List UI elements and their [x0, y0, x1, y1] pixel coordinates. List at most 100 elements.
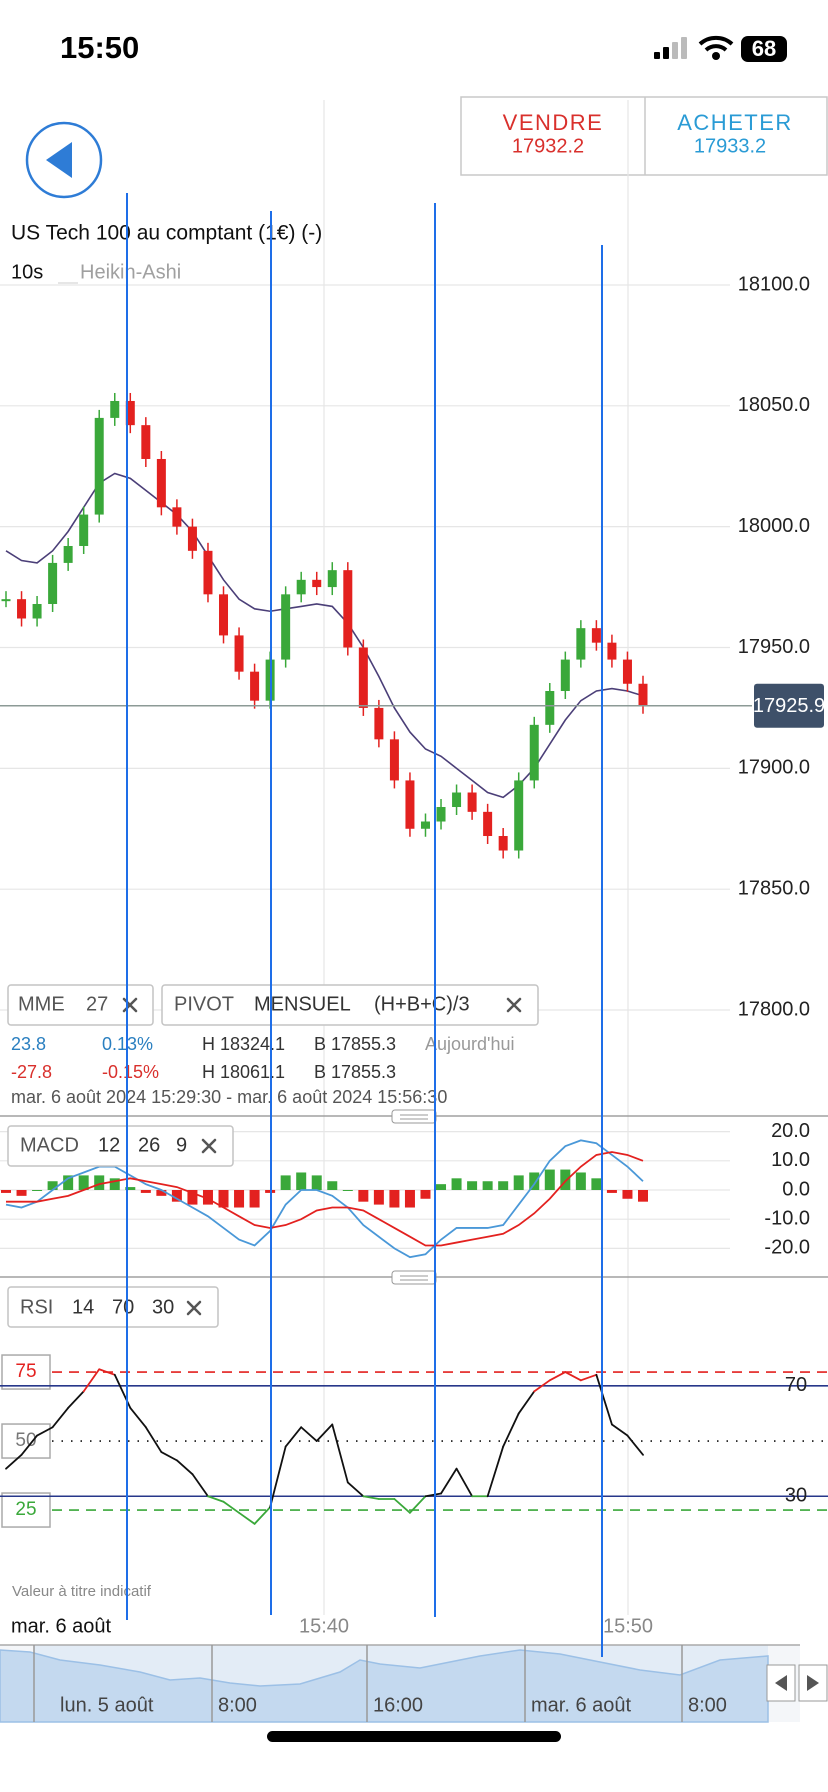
chip-frame[interactable] [161, 984, 539, 1026]
histogram-bar [420, 1190, 431, 1199]
chip-frame[interactable] [7, 1286, 219, 1328]
rsi-segment [253, 1506, 272, 1525]
candle [560, 659, 570, 692]
y-tick-label: 17800.0 [738, 998, 810, 1020]
navigator-label: 16:00 [373, 1694, 423, 1716]
rsi-segment [300, 1426, 318, 1442]
back-button[interactable] [25, 121, 103, 199]
close-icon[interactable] [186, 1300, 202, 1316]
value: H 18324.1 [202, 1034, 285, 1054]
y-tick-label: 0.0 [782, 1178, 810, 1200]
buy-label[interactable]: ACHETER [677, 110, 793, 135]
chip-name[interactable]: RSI [20, 1296, 53, 1318]
chip-frame[interactable] [7, 984, 154, 1026]
histogram-bar [311, 1175, 322, 1190]
histogram-bar [32, 1190, 43, 1191]
rsi-segment [315, 1423, 334, 1442]
chip-param[interactable]: 30 [152, 1296, 174, 1318]
chip-param[interactable]: (H+B+C)/3 [374, 993, 470, 1015]
histogram-bar [436, 1184, 447, 1190]
right-arrow[interactable] [807, 1675, 819, 1691]
close-icon[interactable] [201, 1138, 217, 1154]
rsi-segment [222, 1500, 240, 1514]
histogram-bar [513, 1175, 524, 1190]
value: B 17855.3 [314, 1062, 396, 1082]
navigator-label: mar. 6 août [531, 1694, 632, 1716]
chip-name[interactable]: PIVOT [174, 993, 234, 1015]
sell-label[interactable]: VENDRE [503, 110, 604, 135]
chip-param[interactable]: MENSUEL [254, 993, 351, 1015]
level-box [1, 1354, 51, 1390]
candle [545, 691, 555, 725]
buy-price[interactable]: 17933.2 [694, 135, 766, 157]
interval[interactable]: 10s [11, 261, 43, 283]
left-arrow[interactable] [775, 1675, 787, 1691]
rsi-segment [548, 1371, 567, 1382]
rsi-chip[interactable]: RSI 14 70 30 [7, 1286, 219, 1328]
candle [63, 545, 73, 563]
buy-button[interactable]: ACHETER 17933.2 [677, 110, 793, 157]
rsi-segment [51, 1407, 70, 1429]
candle [110, 400, 120, 418]
navigator[interactable]: lun. 5 août 8:00 16:00 mar. 6 août 8:00 [0, 1644, 828, 1723]
candle [32, 603, 42, 619]
histogram-bar [342, 1190, 353, 1191]
candle [296, 579, 306, 595]
chart-type[interactable]: Heikin-Ashi [80, 261, 181, 283]
chip-param[interactable]: 12 [98, 1134, 120, 1156]
sell-price[interactable]: 17932.2 [512, 135, 584, 157]
macd-chip[interactable]: MACD 12 26 9 [7, 1125, 234, 1167]
rsi-segment [144, 1426, 163, 1453]
chip-param[interactable]: 26 [138, 1134, 160, 1156]
candle [234, 635, 244, 672]
candle [576, 628, 586, 660]
chip-param[interactable]: 14 [72, 1296, 94, 1318]
chip-param[interactable]: 70 [112, 1296, 134, 1318]
histogram-bar [498, 1181, 509, 1190]
histogram-bar [327, 1181, 338, 1190]
candle [436, 807, 446, 822]
chip-name[interactable]: MME [18, 993, 65, 1015]
histogram-bar [451, 1178, 462, 1190]
candle [405, 780, 415, 829]
resize-handle[interactable] [391, 1109, 437, 1124]
sell-button[interactable]: VENDRE 17932.2 [503, 110, 604, 157]
candle [172, 507, 182, 527]
level-label: 50 [15, 1430, 36, 1451]
drawn-lines[interactable] [126, 193, 603, 1657]
last-price-label: 17925.9 [753, 695, 825, 717]
y-tick-label: 20.0 [771, 1120, 810, 1142]
rsi-segment [424, 1492, 442, 1498]
back-arrow[interactable] [46, 142, 72, 178]
histogram-bar [560, 1169, 571, 1190]
candle [622, 659, 632, 684]
x-tick-label: 15:50 [603, 1615, 653, 1637]
wifi-dot [712, 52, 720, 60]
candle [17, 599, 27, 619]
chip-frame[interactable] [7, 1125, 234, 1167]
chip-name[interactable]: MACD [20, 1134, 79, 1156]
chip-param[interactable]: 9 [176, 1134, 187, 1156]
chip-param[interactable]: 27 [86, 993, 108, 1015]
candle [638, 683, 648, 706]
candle [358, 647, 368, 708]
navigator-area [0, 1649, 769, 1723]
x-tick-label: 15:40 [299, 1615, 349, 1637]
rsi-segment [611, 1423, 629, 1437]
close-icon[interactable] [506, 997, 522, 1013]
candle [529, 724, 539, 781]
navigator-label: 8:00 [688, 1694, 727, 1716]
histogram-bar [63, 1175, 74, 1190]
battery-icon [741, 36, 787, 62]
y-tick-label: 18050.0 [738, 394, 810, 416]
grid-layer [0, 100, 730, 1615]
resize-handle[interactable] [391, 1270, 437, 1285]
pivot-chip[interactable]: PIVOT MENSUEL (H+B+C)/3 [161, 984, 539, 1026]
mme-chip[interactable]: MME 27 [7, 984, 154, 1026]
signal-line [6, 1151, 644, 1247]
histogram-bar [482, 1181, 493, 1190]
histogram-bar [358, 1190, 369, 1202]
histogram-bar [404, 1190, 415, 1208]
price-chart [0, 392, 752, 859]
histogram-bar [280, 1175, 291, 1190]
